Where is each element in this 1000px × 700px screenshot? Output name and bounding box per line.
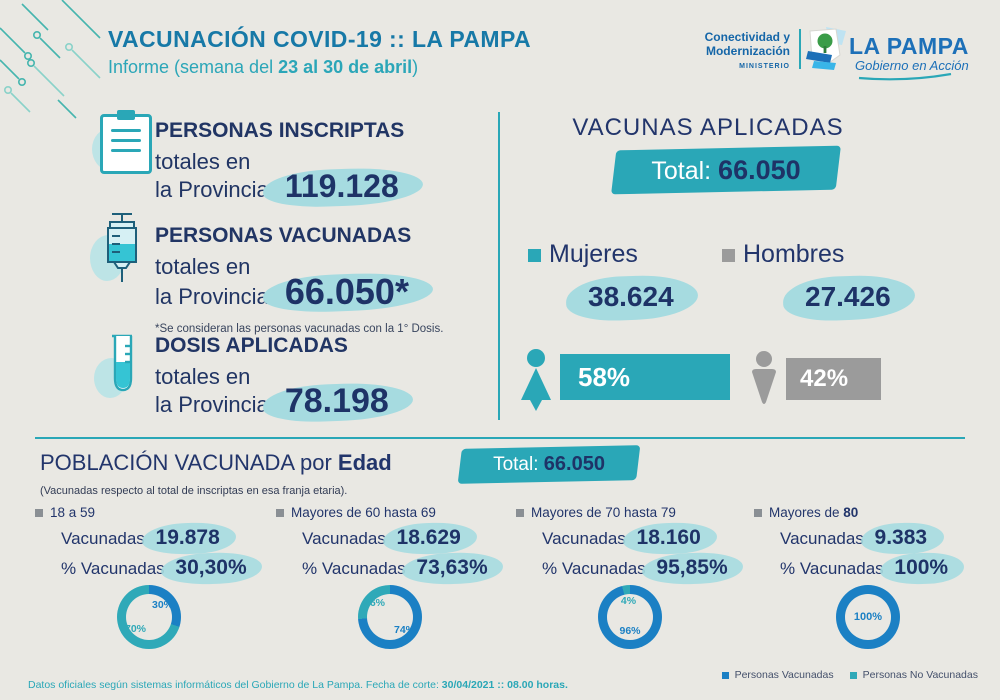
age-group-label: Mayores de 80 [754, 505, 990, 520]
stat-vacunadas-line2: la Provincia 66.050* [155, 274, 443, 310]
stat-inscriptas-line1: totales en [155, 149, 251, 174]
footer-source-note: Datos oficiales según sistemas informáti… [28, 679, 568, 691]
total-value: 66.050 [718, 155, 801, 185]
mujeres-label: Mujeres [549, 240, 638, 268]
pct-row: % Vacunadas 100% [780, 556, 990, 580]
la-pampa-logo-icon [806, 27, 846, 70]
age-group-60-69: Mayores de 60 hasta 69 Vacunadas 18.629 … [276, 505, 512, 649]
pct-value: 73,63% [410, 556, 493, 580]
vacunadas-row: Vacunadas 18.629 [302, 526, 512, 550]
stat-vacunadas-footnote: *Se consideran las personas vacunadas co… [155, 323, 444, 335]
donut-chart-70-79: 96% 4% [598, 585, 662, 649]
stat-vacunadas-title: PERSONAS VACUNADAS [155, 224, 412, 247]
pct-row: % Vacunadas 95,85% [542, 556, 752, 580]
stat-inscriptas-value: 119.128 [275, 170, 409, 202]
hombres-value: 27.426 [795, 281, 901, 313]
legend-item-no-vacunadas: Personas No Vacunadas [849, 669, 978, 681]
ministry-line2: Modernización [705, 44, 790, 58]
syringe-icon [107, 213, 137, 282]
la-pampa-logo-text: LA PAMPA [849, 33, 969, 59]
header-separator [799, 29, 801, 69]
age-group-80: Mayores de 80 Vacunadas 9.383 % Vacunada… [754, 505, 990, 649]
pct-row: % Vacunadas 73,63% [302, 556, 512, 580]
page-subtitle: Informe (semana del 23 al 30 de abril) [108, 57, 419, 77]
mujeres-bullet [528, 249, 541, 262]
mujeres-percent-bar: 58% [560, 354, 730, 400]
legend-swatch-vacunadas [721, 671, 729, 679]
vacunadas-value: 18.629 [391, 526, 467, 550]
clipboard-icon [100, 110, 152, 174]
stat-vacunadas-value: 66.050* [275, 274, 419, 310]
age-group-label: Mayores de 70 hasta 79 [516, 505, 752, 520]
vertical-divider [498, 112, 500, 420]
male-icon [752, 351, 776, 404]
mujeres-value: 38.624 [578, 281, 684, 313]
pct-value: 95,85% [650, 556, 733, 580]
vacunadas-row: Vacunadas 18.160 [542, 526, 752, 550]
age-section-title: POBLACIÓN VACUNADA por Edad [40, 450, 392, 475]
logo-tagline: Gobierno en Acción [855, 58, 969, 73]
donut-chart-18-59: 30% 70% [117, 585, 181, 649]
age-group-label: 18 a 59 [35, 505, 271, 520]
vacunadas-value: 19.878 [150, 526, 226, 550]
group-bullet [754, 508, 762, 517]
hombres-percent-bar: 42% [786, 358, 881, 400]
age-group-label: Mayores de 60 hasta 69 [276, 505, 512, 520]
horizontal-divider [35, 437, 965, 439]
group-bullet [276, 508, 284, 517]
group-bullet [516, 508, 524, 517]
vacunas-aplicadas-title: VACUNAS APLICADAS [572, 114, 844, 141]
donut-chart-60-69: 74% 26% [358, 585, 422, 649]
age-group-18-59: 18 a 59 Vacunadas 19.878 % Vacunadas 30,… [35, 505, 271, 649]
pct-row: % Vacunadas 30,30% [61, 556, 271, 580]
stat-dosis: DOSIS APLICADAS totales en la Provincia … [155, 334, 399, 418]
age-group-70-79: Mayores de 70 hasta 79 Vacunadas 18.160 … [516, 505, 752, 649]
ministry-line1: Conectividad y [704, 30, 790, 44]
hombres-bullet [722, 249, 735, 262]
page-title: VACUNACIÓN COVID-19 :: LA PAMPA [108, 26, 531, 52]
donut-chart-80: 100% [836, 585, 900, 649]
vacunadas-row: Vacunadas 19.878 [61, 526, 271, 550]
stat-dosis-title: DOSIS APLICADAS [155, 334, 348, 357]
vacunadas-value: 18.160 [631, 526, 707, 550]
ministry-block: Conectividad y Modernización MINISTERIO [640, 30, 790, 74]
hombres-label: Hombres [743, 240, 845, 268]
stat-dosis-line2: la Provincia 78.198 [155, 384, 399, 418]
logo-swoosh-icon [858, 73, 952, 81]
vacunadas-value: 9.383 [869, 526, 934, 550]
stat-inscriptas-line2: la Provincia 119.128 [155, 170, 409, 202]
pct-value: 100% [888, 556, 954, 580]
legend-item-vacunadas: Personas Vacunadas [721, 669, 834, 681]
vial-icon [112, 334, 133, 392]
female-icon [521, 349, 551, 411]
stat-inscriptas: PERSONAS INSCRIPTAS totales en la Provin… [155, 119, 409, 202]
stat-vacunadas-line1: totales en [155, 254, 251, 279]
stat-inscriptas-title: PERSONAS INSCRIPTAS [155, 119, 405, 142]
corner-lines-decoration [0, 0, 101, 119]
stat-dosis-value: 78.198 [275, 384, 399, 418]
age-section-note: (Vacunadas respecto al total de inscript… [40, 485, 348, 497]
ministry-line3: MINISTERIO [739, 63, 790, 70]
group-bullet [35, 508, 43, 517]
legend-swatch-no-vacunadas [849, 671, 857, 679]
vacunadas-row: Vacunadas 9.383 [780, 526, 990, 550]
donut-legend: Personas Vacunadas Personas No Vacunadas [721, 669, 978, 681]
stat-dosis-line1: totales en [155, 364, 251, 389]
pct-value: 30,30% [169, 556, 252, 580]
age-total-ribbon: Total: 66.050 [460, 447, 638, 482]
total-label: Total: [651, 157, 719, 185]
stat-vacunadas: PERSONAS VACUNADAS totales en la Provinc… [155, 224, 443, 335]
total-ribbon: Total: 66.050 [614, 148, 838, 192]
